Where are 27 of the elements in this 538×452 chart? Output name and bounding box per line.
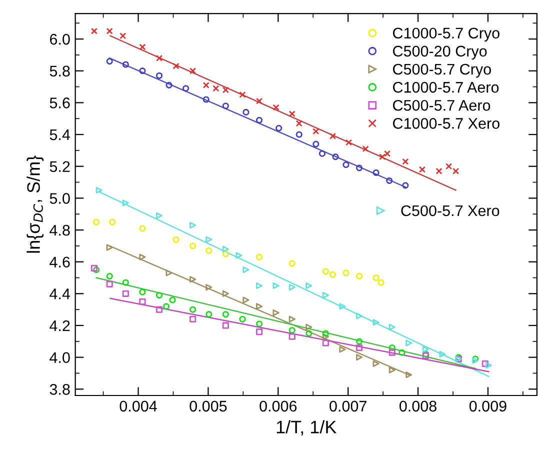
- x-tick-label: 0.009: [469, 400, 506, 412]
- y-tick-label: 5.2: [50, 161, 70, 172]
- legend-label: C1000-5.7 Aero: [393, 82, 499, 93]
- x-tick-label: 0.005: [190, 400, 227, 412]
- y-tick-label: 4.2: [50, 320, 70, 332]
- y-tick-label: 6.0: [50, 34, 70, 45]
- y-tick-label: 3.8: [50, 384, 70, 395]
- y-tick-label: 4.8: [50, 224, 70, 236]
- x-tick-label: 0.004: [120, 400, 157, 412]
- y-tick-label: 5.0: [50, 193, 70, 204]
- y-tick-label: 5.8: [50, 66, 70, 77]
- x-tick-label: 0.008: [400, 400, 436, 412]
- legend-label: C500-20 Cryo: [393, 46, 487, 60]
- legend-label: C1000-5.7 Cryo: [393, 28, 500, 42]
- legend-label: C500-5.7 Aero: [393, 100, 490, 111]
- y-tick-label: 4.4: [50, 288, 70, 300]
- legend-label: C500-5.7 Xero: [401, 205, 500, 216]
- y-tick-label: 4.0: [50, 352, 70, 363]
- y-tick-label: 4.6: [50, 256, 70, 268]
- legend-label: C500-5.7 Cryo: [393, 64, 491, 78]
- x-tick-label: 0.007: [330, 400, 366, 412]
- y-axis-title: ln{σ$_{DC}$, S/m}: [26, 156, 44, 253]
- x-tick-label: 0.006: [260, 400, 297, 412]
- y-tick-label: 5.4: [50, 130, 70, 140]
- legend-label: C1000-5.7 Xero: [393, 118, 500, 129]
- y-tick-label: 5.6: [50, 98, 70, 108]
- x-axis-title: 1/T, 1/K: [276, 420, 337, 436]
